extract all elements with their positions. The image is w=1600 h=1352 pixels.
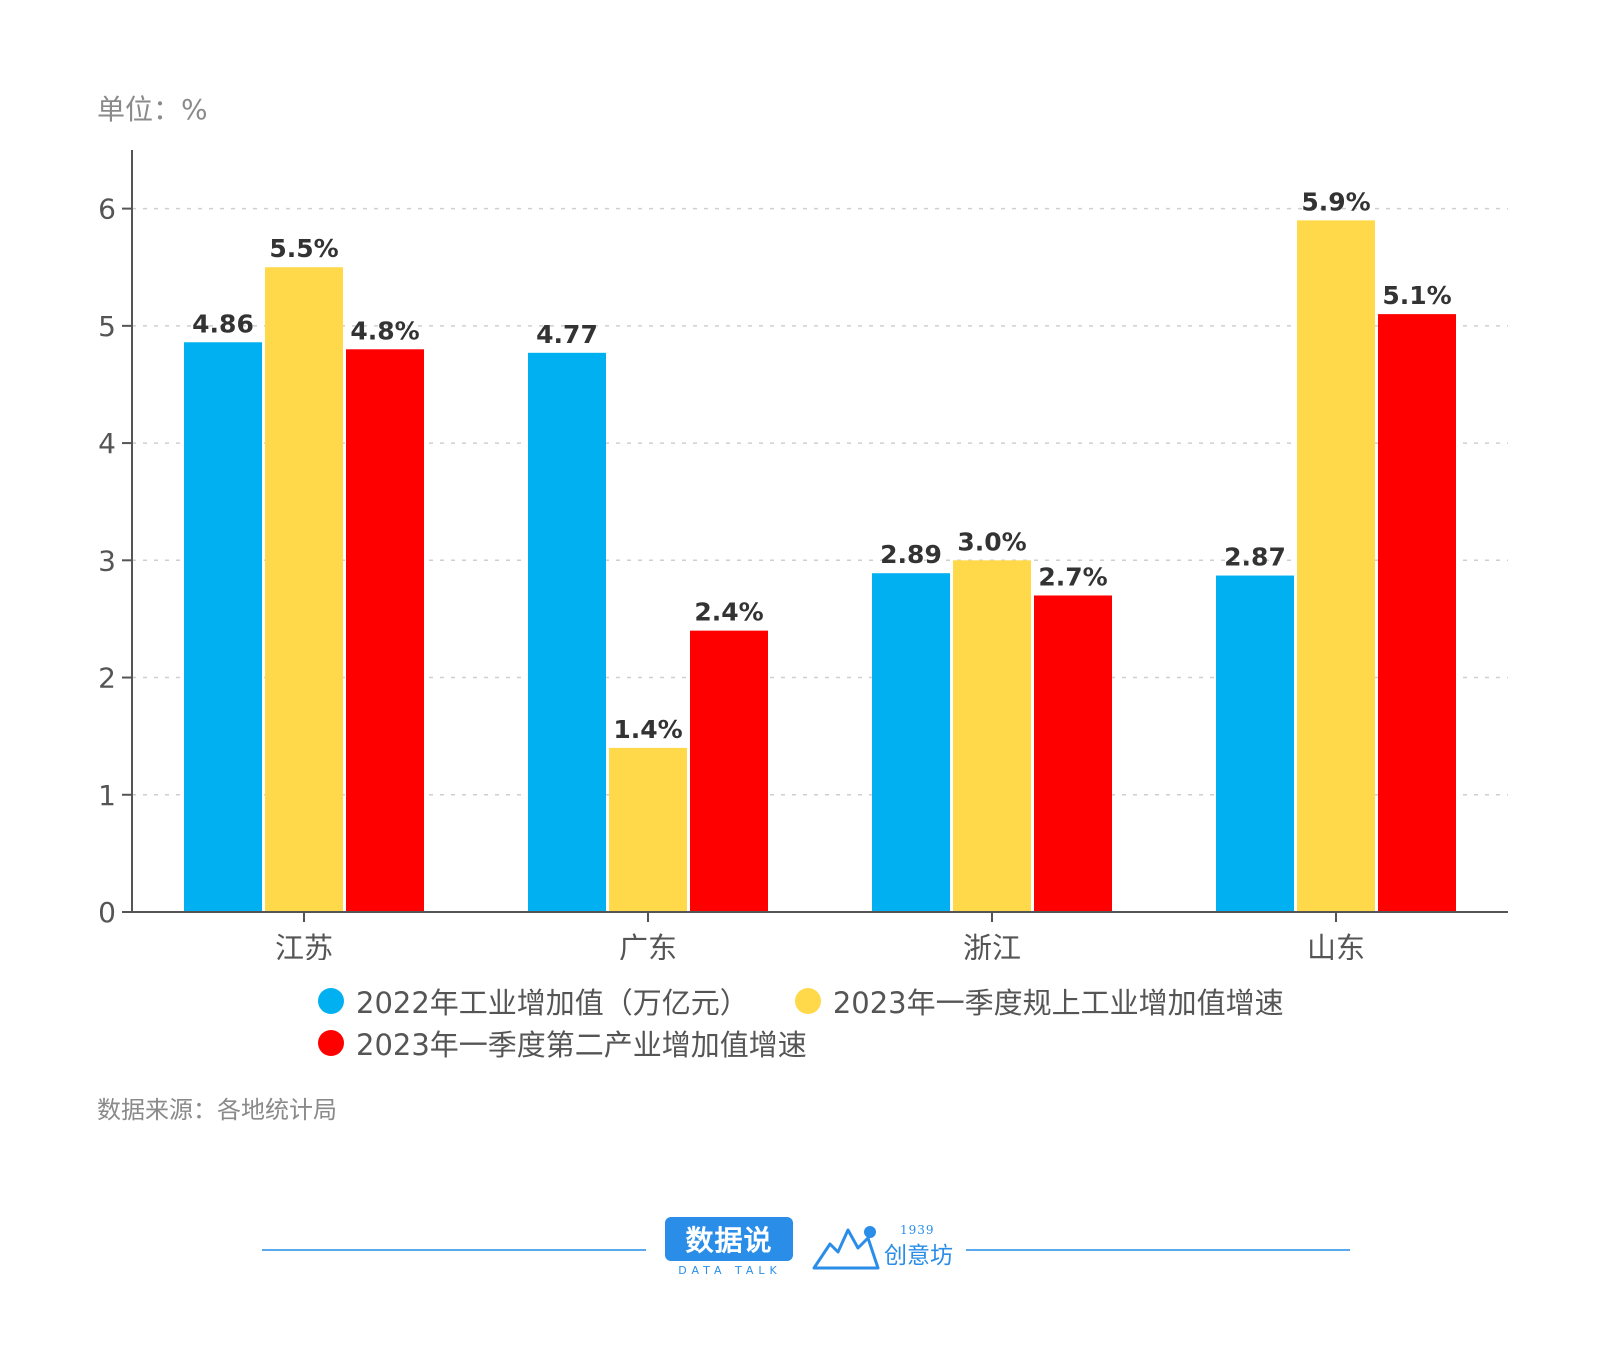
y-tick-label: 6 xyxy=(98,193,116,226)
legend: 2022年工业增加值（万亿元） 2023年一季度规上工业增加值增速 2023年一… xyxy=(318,980,1330,1064)
bar xyxy=(265,267,343,912)
data-label: 2.89 xyxy=(880,540,942,569)
y-tick-label: 2 xyxy=(98,662,116,695)
legend-label: 2023年一季度第二产业增加值增速 xyxy=(356,1028,807,1062)
mountain-logo-icon xyxy=(812,1226,880,1270)
x-tick-label: 江苏 xyxy=(275,931,333,960)
legend-swatch-yellow xyxy=(794,988,821,1014)
x-tick-label: 浙江 xyxy=(963,931,1021,960)
data-label: 2.4% xyxy=(694,598,763,627)
x-tick-label: 广东 xyxy=(619,931,677,960)
brand-year: 1939 xyxy=(900,1223,935,1237)
bar xyxy=(1378,314,1456,913)
legend-swatch-blue xyxy=(318,988,344,1014)
bar xyxy=(1297,220,1375,913)
data-label: 1.4% xyxy=(613,715,682,744)
legend-swatch-red xyxy=(318,1030,344,1056)
y-tick-label: 0 xyxy=(98,896,116,929)
data-label: 4.86 xyxy=(192,309,254,338)
y-tick-label: 3 xyxy=(98,544,116,577)
data-label: 2.87 xyxy=(1224,543,1286,572)
bar xyxy=(953,560,1031,912)
bar xyxy=(872,573,950,912)
y-tick-label: 4 xyxy=(98,427,116,460)
footer-divider-left xyxy=(262,1249,646,1251)
bar xyxy=(1216,575,1294,912)
data-source: 数据来源：各地统计局 xyxy=(97,1096,337,1124)
data-label: 5.1% xyxy=(1382,281,1451,310)
data-label: 5.5% xyxy=(269,234,338,263)
y-tick-label: 5 xyxy=(98,310,116,343)
brand-logo-secondary: 创意坊 xyxy=(884,1243,953,1269)
data-label: 4.8% xyxy=(350,316,419,345)
legend-item-series-1: 2022年工业增加值（万亿元） xyxy=(318,980,749,1022)
data-label: 5.9% xyxy=(1301,187,1370,216)
bar xyxy=(609,747,687,912)
x-tick-label: 山东 xyxy=(1307,931,1365,960)
legend-item-series-3: 2023年一季度第二产业增加值增速 xyxy=(318,1022,807,1064)
bar xyxy=(690,630,768,912)
footer-divider-right xyxy=(966,1249,1350,1251)
legend-label: 2023年一季度规上工业增加值增速 xyxy=(832,986,1284,1020)
brand-logo-data-talk: 数据说 xyxy=(665,1217,793,1261)
bar xyxy=(184,342,262,913)
data-label: 4.77 xyxy=(536,320,598,349)
data-label: 2.7% xyxy=(1038,562,1107,591)
legend-label: 2022年工业增加值（万亿元） xyxy=(356,986,749,1020)
brand-logo-subtitle: DATA TALK xyxy=(678,1264,782,1277)
unit-label: 单位：% xyxy=(97,93,208,126)
bar xyxy=(1034,595,1112,912)
legend-item-series-2: 2023年一季度规上工业增加值增速 xyxy=(794,980,1284,1022)
bar-chart: 0 1 2 3 4 5 6 4.86 5.5% 4.8% 江苏 4.77 1.4% 2.4% 广东 2.89 3… xyxy=(98,150,1508,960)
y-tick-label: 1 xyxy=(98,779,116,812)
bar xyxy=(346,349,424,912)
bar xyxy=(528,352,606,913)
data-label: 3.0% xyxy=(957,527,1026,556)
